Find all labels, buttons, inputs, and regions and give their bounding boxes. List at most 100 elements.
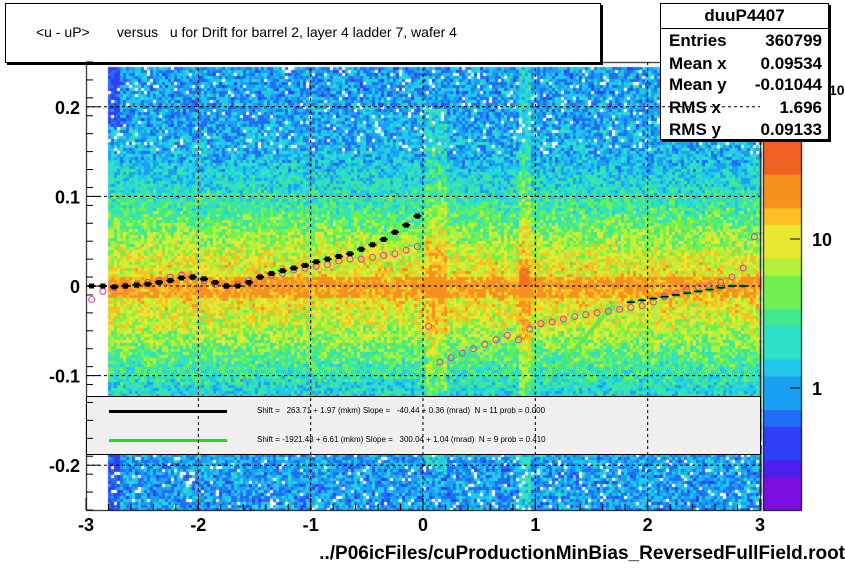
x-tick-label: -1	[303, 515, 319, 535]
stats-box: duuP4407 Entries 360799 Mean x 0.09534 M…	[660, 3, 829, 140]
profile-point-open	[717, 278, 725, 286]
profile-point-black	[235, 283, 241, 289]
profile-point-open	[346, 255, 354, 263]
profile-point-open	[514, 336, 522, 344]
profile-point-open	[694, 283, 702, 291]
profile-point-black	[347, 251, 353, 257]
profile-point-open	[357, 255, 365, 263]
profile-point-open	[492, 336, 500, 344]
profile-point-open	[436, 358, 444, 366]
y-tick-label: -0.2	[49, 456, 80, 476]
stat-label: RMS y	[669, 120, 721, 139]
profile-point-open	[503, 331, 511, 339]
x-tick-label: 1	[530, 515, 540, 535]
profile-point-open	[470, 345, 478, 353]
profile-point-open	[391, 250, 399, 258]
colorbar-label: 10	[812, 230, 832, 250]
profile-point-black	[100, 283, 106, 289]
stat-row-rms-x: RMS x 1.696	[661, 98, 828, 120]
profile-point-open	[627, 304, 635, 312]
profile-point-open	[616, 305, 624, 313]
stat-label: RMS x	[669, 98, 721, 117]
profile-point-open	[750, 233, 758, 241]
y-tick-label: 0	[70, 277, 80, 297]
profile-point-black	[325, 256, 331, 262]
stats-histogram-name: duuP4407	[661, 6, 828, 29]
profile-point-open	[537, 320, 545, 328]
stat-row-mean-x: Mean x 0.09534	[661, 54, 828, 76]
legend-line-black	[109, 410, 227, 413]
profile-point-black	[201, 276, 207, 282]
profile-point-open	[368, 253, 376, 261]
profile-point-black	[122, 283, 128, 289]
stat-value: 360799	[765, 31, 822, 50]
profile-point-black	[392, 229, 398, 235]
profile-point-open	[604, 307, 612, 315]
profile-point-black	[302, 262, 308, 268]
stat-label: Mean y	[669, 75, 727, 94]
profile-point-open	[526, 325, 534, 333]
legend-entry-green: Shift = -1921.48 + 6.61 (mkm) Slope = 30…	[257, 435, 546, 444]
stat-value: 0.09133	[760, 120, 822, 139]
colorbar-label-top: 10^2	[829, 82, 845, 98]
profile-point-open	[99, 287, 107, 295]
profile-point-open	[739, 264, 747, 272]
chart-title: <u - uP> versus u for Drift for barrel 2…	[36, 24, 457, 40]
profile-point-open	[402, 246, 410, 254]
profile-point-open	[481, 340, 489, 348]
profile-point-black	[336, 253, 342, 259]
profile-point-black	[89, 283, 95, 289]
profile-point-black	[257, 274, 263, 280]
profile-point-black	[134, 282, 140, 288]
stat-row-entries: Entries 360799	[661, 31, 828, 53]
profile-point-black	[223, 283, 229, 289]
profile-point-black	[403, 222, 409, 228]
profile-point-black	[212, 279, 218, 285]
profile-point-open	[324, 260, 332, 268]
profile-point-black	[167, 278, 173, 284]
stat-label: Entries	[669, 31, 727, 50]
profile-point-black	[358, 246, 364, 252]
profile-point-open	[458, 349, 466, 357]
legend-line-green	[109, 439, 227, 442]
profile-point-black	[313, 259, 319, 265]
stat-value: -0.01044	[754, 75, 822, 94]
stat-value: 1.696	[779, 98, 822, 117]
y-tick-label: -0.1	[49, 367, 80, 387]
profile-point-black	[111, 284, 117, 290]
profile-point-open	[728, 273, 736, 281]
profile-point-open	[571, 312, 579, 320]
profile-point-open	[548, 318, 556, 326]
profile-point-open	[638, 302, 646, 310]
profile-point-open	[447, 354, 455, 362]
x-tick-label: 3	[755, 515, 765, 535]
title-box: <u - uP> versus u for Drift for barrel 2…	[5, 3, 601, 63]
profile-point-open	[559, 315, 567, 323]
profile-point-black	[178, 275, 184, 281]
stat-label: Mean x	[669, 54, 727, 73]
stat-value: 0.09534	[760, 54, 822, 73]
profile-point-black	[414, 213, 420, 219]
profile-point-open	[425, 322, 433, 330]
profile-point-black	[291, 265, 297, 271]
profile-point-open	[413, 243, 421, 251]
profile-point-open	[380, 252, 388, 260]
x-tick-label: -2	[190, 515, 206, 535]
x-tick-label: 2	[643, 515, 653, 535]
profile-point-black	[268, 270, 274, 276]
profile-point-black	[381, 236, 387, 242]
y-tick-label: 0.2	[55, 98, 80, 118]
profile-point-open	[88, 295, 96, 303]
stat-row-rms-y: RMS y 0.09133	[661, 120, 828, 142]
x-tick-label: -3	[78, 515, 94, 535]
x-tick-label: 0	[418, 515, 428, 535]
profile-point-open	[582, 311, 590, 319]
stat-row-mean-y: Mean y -0.01044	[661, 75, 828, 97]
profile-point-black	[145, 281, 151, 287]
profile-point-black	[190, 274, 196, 280]
profile-point-black	[246, 279, 252, 285]
profile-point-black	[156, 279, 162, 285]
profile-point-open	[593, 309, 601, 317]
profile-point-black	[369, 242, 375, 248]
profile-point-black	[280, 268, 286, 274]
